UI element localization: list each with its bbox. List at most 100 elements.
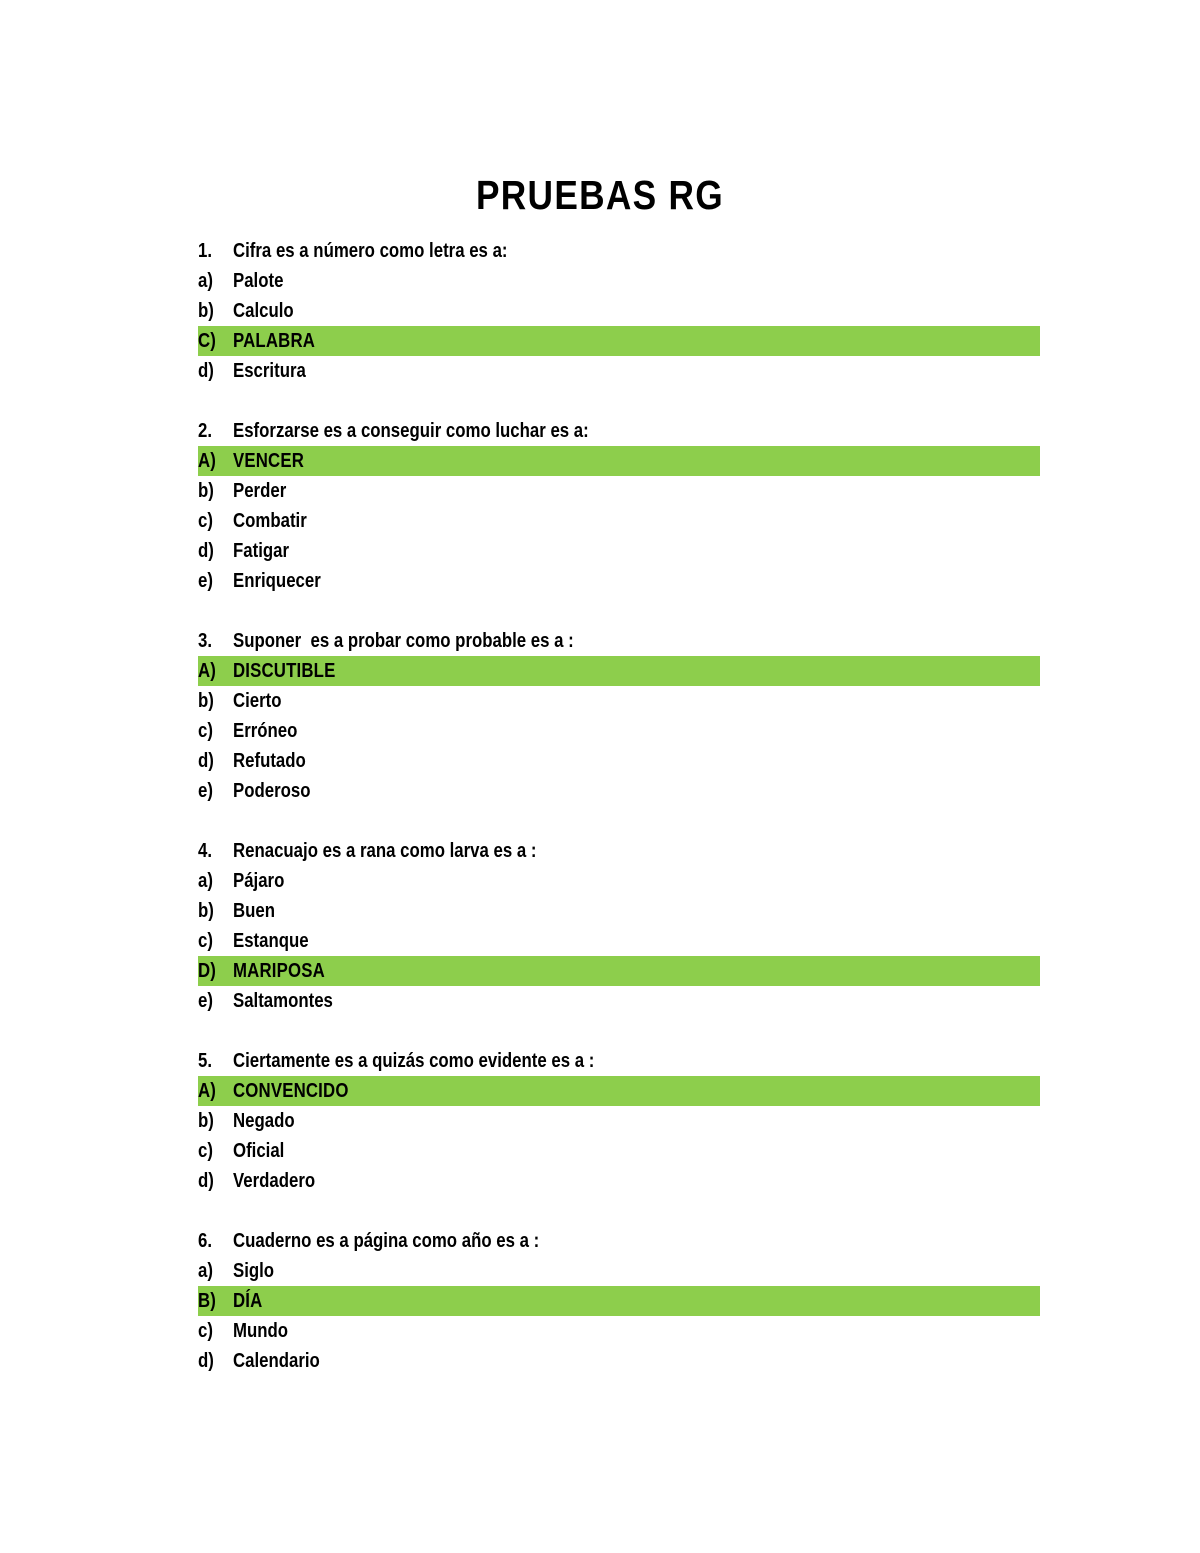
question-number: 1. [198,240,213,262]
option-marker: A) [198,660,217,682]
answer-option-highlighted[interactable]: A) VENCER [198,446,1040,476]
answer-option[interactable]: b) Perder [198,476,1040,506]
question-number: 5. [198,1050,213,1072]
question-text: Cuaderno es a página como año es a : [233,1230,540,1252]
option-marker: c) [198,720,213,742]
option-label: Fatigar [233,540,290,562]
option-label: Verdadero [233,1170,316,1192]
option-marker: e) [198,990,213,1012]
option-label: Escritura [233,360,306,382]
option-label: Calculo [233,300,294,322]
question-text: Suponer es a probar como probable es a : [233,630,574,652]
option-label: Estanque [233,930,309,952]
option-label: DÍA [233,1290,263,1312]
option-marker: d) [198,750,214,772]
question-list: 1. Cifra es a número como letra es a: a) Pa… [198,236,1040,1376]
question-text: Ciertamente es a quizás como evidente es… [233,1050,595,1072]
option-label: Cierto [233,690,282,712]
answer-option[interactable]: e) Enriquecer [198,566,1040,596]
option-label: Refutado [233,750,306,772]
option-marker: B) [198,1290,217,1312]
option-marker: c) [198,1140,213,1162]
answer-option[interactable]: c) Combatir [198,506,1040,536]
answer-option[interactable]: c) Oficial [198,1136,1040,1166]
option-label: Enriquecer [233,570,321,592]
option-marker: b) [198,300,214,322]
option-marker: b) [198,1110,214,1132]
option-marker: D) [198,960,217,982]
question-text: Esforzarse es a conseguir como luchar es… [233,420,589,442]
question-block: 5. Ciertamente es a quizás como evidente … [198,1046,1040,1196]
question-number: 3. [198,630,213,652]
answer-option[interactable]: c) Estanque [198,926,1040,956]
option-marker: b) [198,900,214,922]
question-prompt-row: 1. Cifra es a número como letra es a: [198,236,1040,266]
answer-option[interactable]: b) Buen [198,896,1040,926]
answer-option-highlighted[interactable]: A) CONVENCIDO [198,1076,1040,1106]
option-label: DISCUTIBLE [233,660,336,682]
question-prompt-row: 4. Renacuajo es a rana como larva es a : [198,836,1040,866]
option-marker: c) [198,1320,213,1342]
answer-option-highlighted[interactable]: B) DÍA [198,1286,1040,1316]
option-label: Palote [233,270,284,292]
option-marker: e) [198,780,213,802]
answer-option[interactable]: d) Escritura [198,356,1040,386]
answer-option[interactable]: a) Siglo [198,1256,1040,1286]
answer-option[interactable]: d) Fatigar [198,536,1040,566]
question-prompt-row: 2. Esforzarse es a conseguir como luchar … [198,416,1040,446]
option-marker: b) [198,690,214,712]
option-label: Saltamontes [233,990,333,1012]
option-label: MARIPOSA [233,960,325,982]
answer-option[interactable]: e) Poderoso [198,776,1040,806]
option-label: VENCER [233,450,305,472]
question-prompt-row: 3. Suponer es a probar como probable es a… [198,626,1040,656]
option-label: PALABRA [233,330,316,352]
question-number: 6. [198,1230,213,1252]
answer-option[interactable]: d) Verdadero [198,1166,1040,1196]
option-marker: b) [198,480,214,502]
answer-option-highlighted[interactable]: D) MARIPOSA [198,956,1040,986]
option-label: Erróneo [233,720,298,742]
option-label: Oficial [233,1140,285,1162]
question-number: 4. [198,840,213,862]
answer-option[interactable]: a) Palote [198,266,1040,296]
option-marker: A) [198,1080,217,1102]
question-block: 2. Esforzarse es a conseguir como luchar … [198,416,1040,596]
answer-option[interactable]: d) Calendario [198,1346,1040,1376]
answer-option[interactable]: b) Negado [198,1106,1040,1136]
option-label: Pájaro [233,870,285,892]
option-marker: c) [198,510,213,532]
option-label: Poderoso [233,780,311,802]
answer-option[interactable]: c) Erróneo [198,716,1040,746]
option-marker: c) [198,930,213,952]
option-label: CONVENCIDO [233,1080,349,1102]
option-label: Siglo [233,1260,275,1282]
answer-option[interactable]: b) Calculo [198,296,1040,326]
question-number: 2. [198,420,213,442]
option-marker: C) [198,330,217,352]
option-marker: d) [198,1170,214,1192]
question-text: Cifra es a número como letra es a: [233,240,508,262]
option-marker: A) [198,450,217,472]
option-marker: a) [198,270,213,292]
answer-option-highlighted[interactable]: A) DISCUTIBLE [198,656,1040,686]
answer-option[interactable]: b) Cierto [198,686,1040,716]
question-text: Renacuajo es a rana como larva es a : [233,840,537,862]
answer-option[interactable]: a) Pájaro [198,866,1040,896]
option-marker: d) [198,1350,214,1372]
option-label: Negado [233,1110,295,1132]
answer-option-highlighted[interactable]: C) PALABRA [198,326,1040,356]
option-marker: e) [198,570,213,592]
page-title: PRUEBAS RG [475,172,725,219]
answer-option[interactable]: e) Saltamontes [198,986,1040,1016]
question-block: 4. Renacuajo es a rana como larva es a : a… [198,836,1040,1016]
answer-option[interactable]: c) Mundo [198,1316,1040,1346]
answer-option[interactable]: d) Refutado [198,746,1040,776]
question-block: 3. Suponer es a probar como probable es a… [198,626,1040,806]
option-marker: a) [198,1260,213,1282]
option-label: Perder [233,480,287,502]
option-marker: a) [198,870,213,892]
option-label: Calendario [233,1350,320,1372]
option-label: Combatir [233,510,307,532]
question-prompt-row: 6. Cuaderno es a página como año es a : [198,1226,1040,1256]
